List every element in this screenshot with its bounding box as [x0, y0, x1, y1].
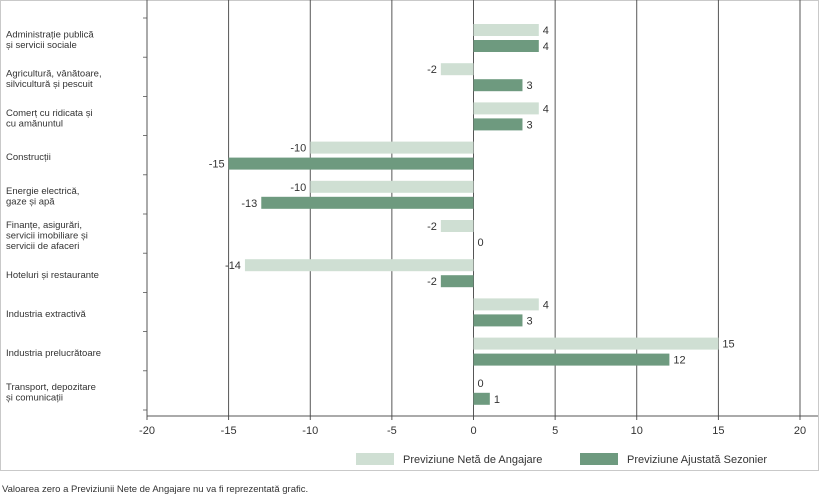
bar-value-label: -10	[290, 143, 306, 155]
bar-adjusted	[473, 392, 490, 405]
x-tick-label: 15	[712, 425, 724, 437]
category-label-line: Industria extractivă	[6, 309, 86, 320]
category-label-line: cu amănuntul	[6, 118, 63, 129]
legend-swatch-net	[356, 453, 394, 465]
bar-net	[440, 220, 474, 232]
bar-value-label: -2	[427, 221, 437, 233]
x-tick-label: -10	[302, 425, 318, 437]
bar-value-label: 4	[543, 25, 549, 37]
bar-value-label: -10	[290, 182, 306, 194]
footnote: Valoarea zero a Previziunii Nete de Anga…	[2, 484, 309, 495]
bar-adjusted	[228, 157, 474, 170]
category-label-line: silvicultură și pescuit	[6, 79, 93, 90]
bar-value-label: 1	[494, 394, 500, 406]
category-label: Hoteluri și restaurante	[6, 270, 99, 281]
bar-value-label: -2	[427, 276, 437, 288]
legend-label-adjusted: Previziune Ajustată Sezonier	[627, 454, 767, 466]
category-label: Administrație publică și servicii sociale	[6, 29, 94, 51]
category-label-line: Finanțe, asigurări,	[6, 220, 82, 231]
category-label-line: Construcții	[6, 152, 51, 163]
category-label-line: Transport, depozitare	[6, 382, 96, 393]
bar-net	[473, 24, 539, 36]
bar-adjusted	[473, 40, 539, 52]
chart-frame	[0, 0, 819, 471]
bar-net	[310, 141, 474, 154]
category-label-line: Agricultură, vânătoare,	[6, 69, 102, 80]
bar-net	[440, 63, 474, 76]
bar-adjusted	[473, 353, 670, 366]
bar-value-label: -14	[225, 260, 241, 272]
x-tick-label: 0	[470, 425, 476, 437]
bar-net	[473, 337, 719, 350]
bar-net	[473, 102, 539, 115]
legend-swatch-adjusted	[580, 453, 618, 465]
x-tick-label: -15	[221, 425, 237, 437]
category-label-line: Administrație publică	[6, 29, 94, 40]
legend-label-net: Previziune Netă de Angajare	[403, 454, 542, 466]
bar-net	[473, 298, 539, 311]
bar-value-label: 0	[478, 378, 484, 390]
category-label-line: servicii imobiliare și	[6, 231, 88, 242]
bar-adjusted	[473, 118, 523, 131]
x-tick-label: -5	[387, 425, 397, 437]
bar-value-label: 3	[526, 315, 532, 327]
category-label: Transport, depozitare și comunicații	[6, 382, 96, 404]
category-label: Comerț cu ridicata și cu amănuntul	[6, 108, 93, 130]
bar-value-label: 3	[526, 119, 532, 131]
x-tick-label: 5	[552, 425, 558, 437]
category-label-line: Energie electrică,	[6, 186, 79, 197]
bar-value-label: 0	[478, 237, 484, 249]
bar-adjusted	[473, 79, 523, 92]
category-label: Industria prelucrătoare	[6, 348, 101, 359]
bar-adjusted	[473, 314, 523, 327]
category-label-line: Industria prelucrătoare	[6, 348, 101, 359]
category-label-line: servicii de afaceri	[6, 241, 79, 252]
x-tick-label: 10	[631, 425, 643, 437]
category-label-line: Hoteluri și restaurante	[6, 270, 99, 281]
category-label: Agricultură, vânătoare, silvicultură și p…	[6, 69, 102, 91]
bar-adjusted	[261, 196, 474, 209]
bar-value-label: -2	[427, 64, 437, 76]
bar-value-label: 4	[543, 41, 549, 53]
category-label: Energie electrică, gaze și apă	[6, 186, 79, 208]
bar-value-label: -13	[241, 198, 257, 210]
category-label-line: și servicii sociale	[6, 40, 77, 51]
bar-value-label: 4	[543, 103, 549, 115]
bar-net	[310, 180, 474, 193]
category-label-line: Comerț cu ridicata și	[6, 108, 93, 119]
bar-value-label: 12	[673, 355, 685, 367]
bar-adjusted	[440, 275, 474, 288]
x-tick-label: 20	[794, 425, 806, 437]
x-tick-label: -20	[139, 425, 155, 437]
bar-net	[244, 259, 474, 272]
bar-value-label: 3	[526, 80, 532, 92]
category-label-line: și comunicații	[6, 393, 63, 404]
bar-value-label: 4	[543, 299, 549, 311]
category-label-line: gaze și apă	[6, 197, 55, 208]
bar-value-label: -15	[209, 159, 225, 171]
category-label: Construcții	[6, 152, 51, 163]
category-label: Industria extractivă	[6, 309, 86, 320]
category-label: Finanțe, asigurări, servicii imobiliare ș…	[6, 220, 88, 252]
bar-value-label: 15	[722, 339, 734, 351]
